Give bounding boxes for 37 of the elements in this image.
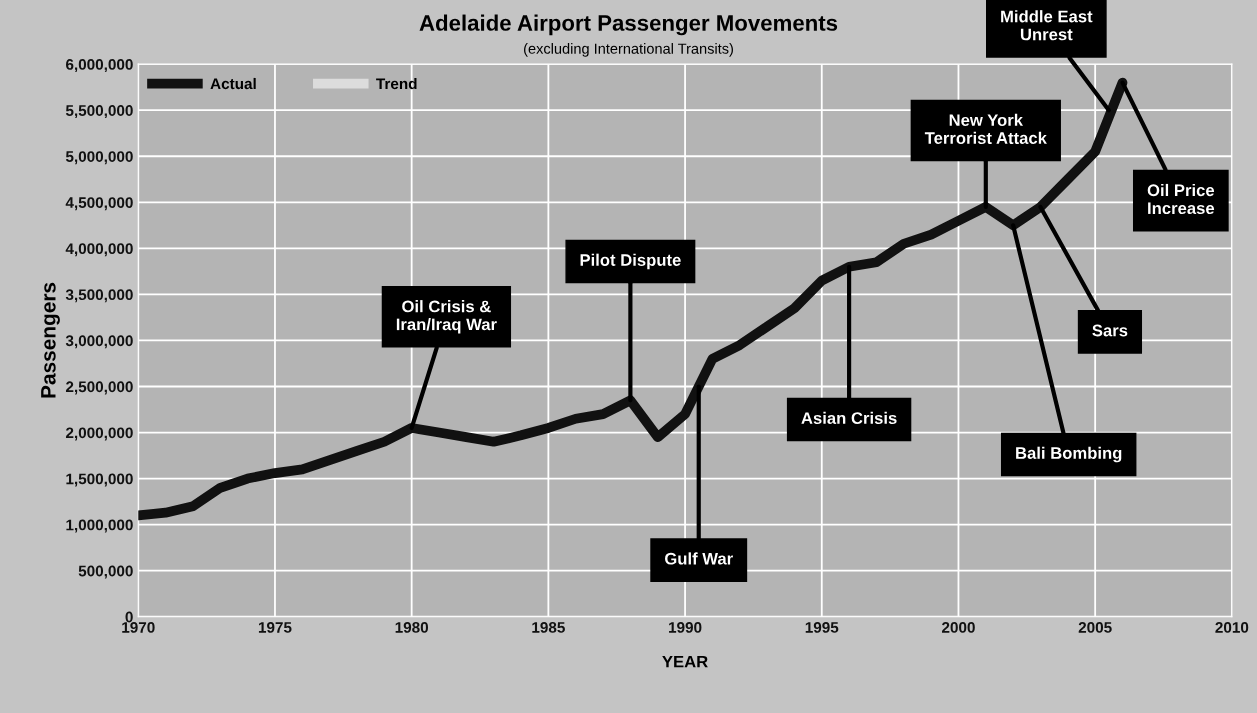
y-tick-label: 0 (125, 611, 133, 623)
annotation: Asian Crisis (801, 411, 897, 425)
y-tick-label: 1,500,000 (66, 473, 133, 487)
x-tick-label: 1985 (532, 622, 565, 633)
x-tick-label: 2010 (1215, 622, 1249, 633)
chart-title: Adelaide Airport Passenger Movements (419, 14, 838, 36)
annotation: Middle East Unrest (1001, 10, 1093, 41)
y-tick-label: 500,000 (78, 565, 133, 579)
chart-subtitle: (excluding International Transits) (524, 43, 733, 57)
annotation: Sars (1092, 324, 1128, 337)
x-tick-label: 1990 (669, 622, 702, 633)
annotation: Oil Price Increase (1147, 183, 1215, 215)
legend-label: Trend (376, 77, 417, 90)
y-tick-label: 4,500,000 (65, 197, 133, 211)
annotation: Oil Crisis & Iran/Iraq War (396, 300, 497, 334)
y-tick-label: 1,000,000 (66, 519, 133, 533)
y-tick-label: 5,500,000 (65, 105, 133, 119)
legend-label: Actual (210, 77, 256, 90)
x-tick-label: 2005 (1078, 622, 1112, 633)
x-tick-label: 1995 (805, 622, 839, 633)
annotation: Gulf War (665, 552, 733, 565)
x-axis-title: YEAR (662, 655, 708, 668)
annotation: Bali Bombing (1016, 446, 1122, 463)
annotation: Pilot Dispute (580, 253, 681, 270)
x-tick-label: 2000 (942, 622, 975, 633)
y-tick-label: 2,500,000 (65, 381, 133, 395)
y-tick-label: 6,000,000 (66, 59, 133, 73)
y-tick-label: 3,000,000 (65, 335, 133, 349)
x-tick-label: 1980 (395, 622, 429, 633)
x-tick-label: 1970 (122, 622, 155, 633)
y-tick-label: 3,500,000 (65, 289, 133, 303)
annotation: New York Terrorist Attack (924, 113, 1047, 144)
y-tick-label: 2,000,000 (65, 427, 133, 441)
y-tick-label: 4,000,000 (65, 243, 133, 257)
y-axis-title: Passengers (41, 282, 60, 398)
x-tick-label: 1975 (258, 622, 292, 633)
y-tick-label: 5,000,000 (65, 151, 133, 165)
